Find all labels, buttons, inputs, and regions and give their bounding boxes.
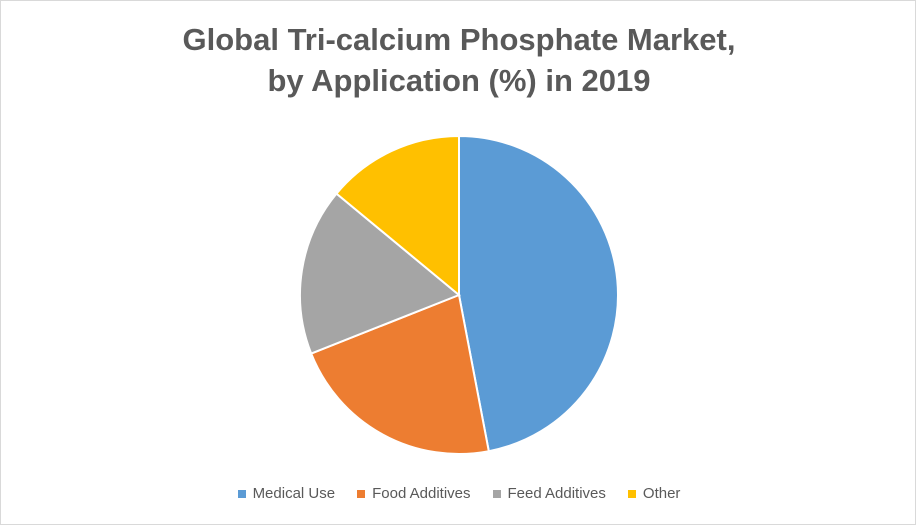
legend-label: Other (642, 485, 681, 502)
legend-item: Food Additives (357, 485, 471, 502)
pie-slice-feed-additives (299, 192, 461, 355)
legend-item: Feed Additives (492, 485, 606, 502)
pie-slice-medical-use (458, 134, 620, 453)
chart-title: Global Tri-calcium Phosphate Market, by … (1, 19, 915, 101)
pie-slice-other (335, 134, 460, 298)
pie-slice-food-additives (309, 293, 490, 455)
legend: Medical Use Food Additives Feed Additives O… (1, 485, 915, 502)
legend-label: Feed Additives (507, 485, 606, 502)
legend-label: Medical Use (252, 485, 336, 502)
legend-item: Medical Use (237, 485, 336, 502)
legend-swatch (627, 489, 636, 498)
legend-label: Food Additives (372, 485, 471, 502)
chart-title-line-1: Global Tri-calcium Phosphate Market, (182, 22, 736, 57)
legend-item: Other (627, 485, 681, 502)
legend-swatch (237, 489, 246, 498)
chart-title-line-2: by Application (%) in 2019 (267, 63, 651, 98)
legend-swatch (357, 489, 366, 498)
legend-swatch (492, 489, 501, 498)
